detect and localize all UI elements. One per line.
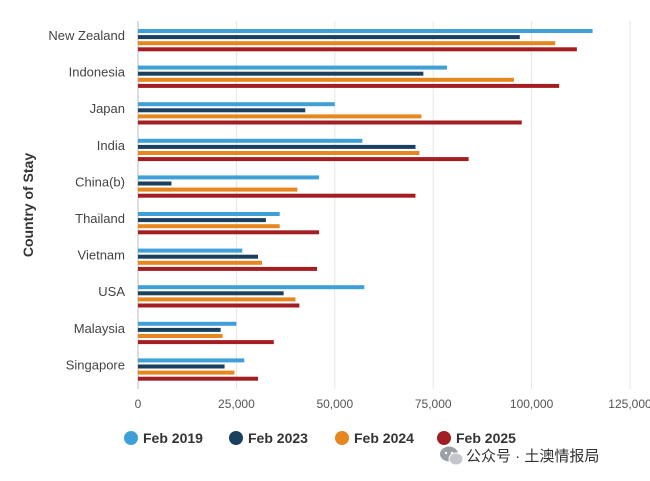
legend-item[interactable]: Feb 2025	[437, 430, 516, 446]
category-label: New Zealand	[48, 28, 125, 43]
bar[interactable]	[138, 41, 556, 46]
bar[interactable]	[138, 291, 284, 296]
legend-item[interactable]: Feb 2024	[335, 430, 414, 446]
bar[interactable]	[138, 218, 266, 223]
legend-swatch	[124, 431, 138, 445]
legend-label: Feb 2023	[248, 430, 308, 446]
bar[interactable]	[138, 187, 298, 192]
bar[interactable]	[138, 376, 259, 381]
bar[interactable]	[138, 114, 422, 119]
bar[interactable]	[138, 285, 365, 290]
bar[interactable]	[138, 157, 469, 162]
legend-item[interactable]: Feb 2023	[229, 430, 308, 446]
bar[interactable]	[138, 120, 522, 125]
x-tick-label: 25,000	[218, 397, 255, 411]
bar[interactable]	[138, 254, 259, 259]
category-label: Japan	[90, 101, 125, 116]
bar[interactable]	[138, 334, 223, 338]
bar[interactable]	[138, 321, 237, 326]
legend-label: Feb 2024	[354, 430, 414, 446]
category-label: Vietnam	[78, 248, 125, 263]
category-label: USA	[98, 284, 125, 299]
legend[interactable]: Feb 2019 Feb 2023 Feb 2024 Feb 2025	[124, 430, 516, 446]
bar[interactable]	[138, 47, 577, 52]
category-label: Thailand	[75, 211, 125, 226]
category-label: India	[97, 138, 126, 153]
bar[interactable]	[138, 224, 280, 229]
x-tick-label: 125,000	[608, 397, 650, 411]
bar[interactable]	[138, 83, 560, 88]
bar[interactable]	[138, 102, 335, 107]
category-labels: New Zealand Indonesia Japan India China(b) Th…	[48, 28, 125, 372]
x-tick-label: 50,000	[316, 397, 353, 411]
bar[interactable]	[138, 340, 274, 345]
bar[interactable]	[138, 175, 320, 180]
category-label: Malaysia	[74, 321, 126, 336]
x-tick-labels: 0 25,000 50,000 75,000 100,000 125,000	[135, 397, 650, 411]
bar[interactable]	[138, 193, 416, 198]
bar[interactable]	[138, 327, 221, 332]
bar[interactable]	[138, 297, 296, 302]
bar[interactable]	[138, 29, 593, 33]
bar[interactable]	[138, 266, 318, 271]
watermark-text: 公众号 · 土澳情报局	[466, 448, 599, 465]
category-label: Singapore	[66, 357, 125, 372]
bar[interactable]	[138, 364, 225, 369]
wechat-icon	[440, 446, 464, 466]
bar[interactable]	[138, 151, 420, 155]
bar[interactable]	[138, 144, 416, 149]
bar[interactable]	[138, 303, 300, 308]
bar[interactable]	[138, 260, 262, 265]
legend-swatch	[229, 431, 243, 445]
bar[interactable]	[138, 370, 235, 375]
legend-label: Feb 2025	[456, 430, 516, 446]
bar[interactable]	[138, 71, 424, 76]
bar[interactable]	[138, 230, 320, 235]
legend-swatch	[437, 431, 451, 445]
bar[interactable]	[138, 358, 245, 363]
legend-label: Feb 2019	[143, 430, 203, 446]
legend-item[interactable]: Feb 2019	[124, 430, 203, 446]
bar[interactable]	[138, 138, 363, 143]
bar[interactable]	[138, 181, 172, 186]
x-tick-label: 75,000	[415, 397, 452, 411]
bar[interactable]	[138, 248, 243, 253]
bar[interactable]	[138, 108, 306, 113]
grid-lines	[137, 21, 631, 389]
category-label: Indonesia	[69, 65, 126, 80]
category-label: China(b)	[75, 174, 125, 189]
bar[interactable]	[138, 77, 514, 82]
x-tick-label: 100,000	[510, 397, 554, 411]
bar[interactable]	[138, 65, 447, 70]
bar[interactable]	[138, 35, 520, 40]
legend-swatch	[335, 431, 349, 445]
bar[interactable]	[138, 212, 280, 216]
watermark: 公众号 · 土澳情报局	[440, 446, 599, 466]
bars	[138, 29, 593, 381]
y-axis-title: Country of Stay	[20, 153, 36, 257]
x-tick-label: 0	[135, 397, 142, 411]
